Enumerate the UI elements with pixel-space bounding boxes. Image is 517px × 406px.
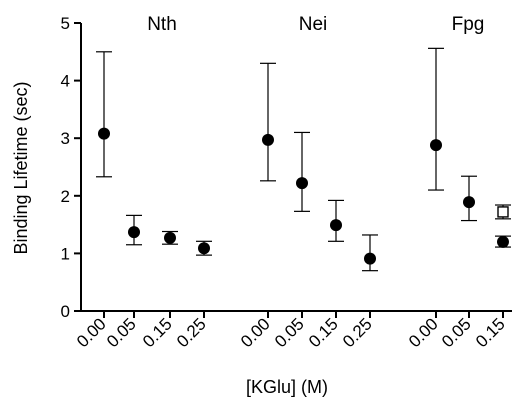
y-tick-label: 5 <box>61 14 70 33</box>
axes: 0 1 2 3 4 5 <box>61 14 512 321</box>
x-tick-label: 0.00 <box>405 314 442 351</box>
group-label: Nei <box>299 14 328 35</box>
y-tick-label: 0 <box>61 302 70 321</box>
y-tick-label: 3 <box>61 129 70 148</box>
data-point <box>296 177 308 190</box>
data-point <box>128 226 140 239</box>
x-tick-label: 0.00 <box>237 314 274 351</box>
data-point <box>330 219 342 232</box>
data-point <box>262 133 274 146</box>
x-tick-label: 0.15 <box>139 314 176 351</box>
x-tick-label: 0.05 <box>271 314 308 351</box>
group-nei: Nei 0.000.050.150.25 <box>237 14 378 351</box>
y-tick-label: 2 <box>61 187 70 206</box>
group-fpg: Fpg 0.000.050.15 <box>405 14 511 351</box>
x-tick-label: 0.05 <box>438 314 475 351</box>
data-point <box>98 127 110 140</box>
y-axis-title: Binding Lifetime (sec) <box>11 81 31 254</box>
group-label: Nth <box>147 14 177 35</box>
group-nth: Nth 0.000.05 0.150.25 <box>73 14 212 351</box>
x-tick-label: 0.25 <box>339 314 376 351</box>
x-tick-label: 0.05 <box>103 314 140 351</box>
data-point <box>430 139 442 152</box>
data-point <box>497 235 509 248</box>
x-tick-label: 0.15 <box>472 314 509 351</box>
data-point <box>198 242 210 255</box>
data-point-open-square <box>497 206 509 218</box>
y-tick-label: 4 <box>61 72 70 91</box>
x-tick-label: 0.00 <box>73 314 110 351</box>
x-tick-label: 0.15 <box>305 314 342 351</box>
data-point <box>364 252 376 265</box>
group-label: Fpg <box>452 14 485 35</box>
data-point <box>164 231 176 244</box>
y-tick-label: 1 <box>61 244 70 263</box>
data-point <box>463 196 475 209</box>
x-tick-label: 0.25 <box>173 314 210 351</box>
x-axis-title: [KGlu] (M) <box>246 377 328 397</box>
